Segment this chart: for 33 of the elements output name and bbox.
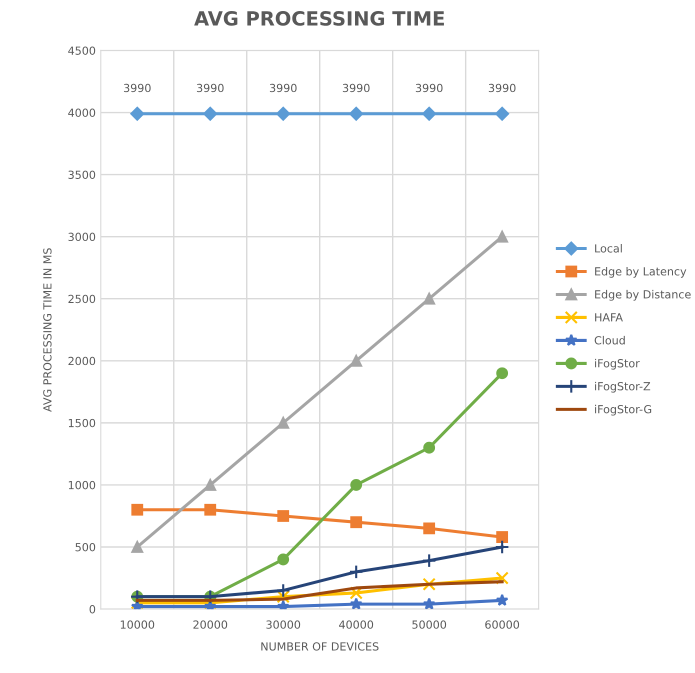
x-tick-label: 20000 — [193, 620, 228, 629]
y-tick-label: 4000 — [68, 108, 96, 117]
y-tick-label: 4500 — [68, 46, 96, 55]
y-tick-label: 1000 — [68, 480, 96, 490]
chart-title: AVG PROCESSING TIME — [194, 11, 444, 26]
data-label: 3990 — [488, 84, 516, 92]
data-label: 3990 — [416, 84, 443, 92]
legend-label: Edge by Distance — [595, 290, 691, 301]
legend-label: iFogStor — [595, 358, 640, 370]
legend-label: Cloud — [594, 336, 625, 344]
x-tick-label: 50000 — [412, 620, 446, 629]
x-tick-label: 10000 — [120, 620, 154, 629]
y-tick-label: 500 — [76, 542, 96, 552]
legend-label: Local — [595, 244, 622, 253]
x-tick-label: 30000 — [266, 620, 300, 629]
y-tick-label: 3500 — [68, 170, 96, 179]
legend-label: iFogStor-G — [595, 404, 652, 416]
data-label: 3990 — [124, 84, 151, 92]
data-label: 3990 — [270, 84, 297, 92]
y-tick-label: 1500 — [68, 418, 96, 428]
data-label: 3990 — [196, 84, 224, 92]
y-tick-label: 2000 — [68, 356, 96, 366]
y-axis-title: AVG PROCESSING TIME IN MS — [43, 248, 52, 412]
x-axis-title: NUMBER OF DEVICES — [261, 642, 379, 651]
y-tick-label: 2500 — [68, 294, 96, 304]
legend-label: Edge by Latency — [595, 266, 686, 278]
x-tick-label: 40000 — [339, 620, 374, 629]
y-tick-label: 3000 — [68, 232, 96, 242]
data-label: 3990 — [342, 84, 370, 92]
legend-label: iFogStor-Z — [595, 382, 650, 393]
y-tick-label: 0 — [90, 605, 96, 614]
legend-label: HAFA — [595, 313, 623, 322]
x-tick-label: 60000 — [485, 620, 520, 629]
